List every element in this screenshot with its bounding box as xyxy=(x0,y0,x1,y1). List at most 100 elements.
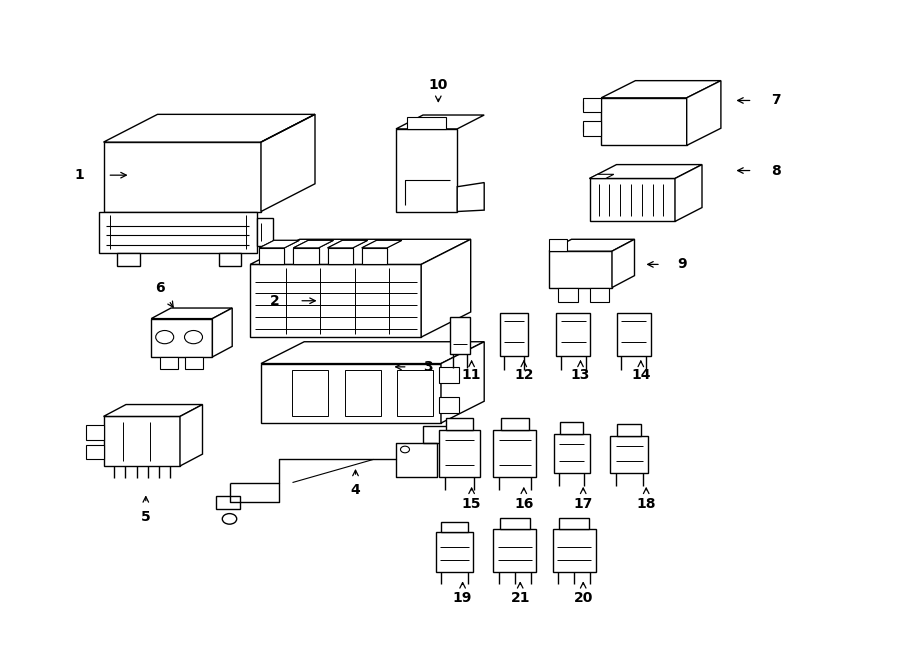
Polygon shape xyxy=(549,239,634,251)
Polygon shape xyxy=(151,319,212,357)
Polygon shape xyxy=(590,165,702,178)
Polygon shape xyxy=(117,253,140,266)
Text: 21: 21 xyxy=(510,591,530,605)
Polygon shape xyxy=(259,241,300,248)
Polygon shape xyxy=(396,129,457,212)
Polygon shape xyxy=(441,522,468,532)
Polygon shape xyxy=(583,121,601,136)
Text: 15: 15 xyxy=(462,496,482,511)
Polygon shape xyxy=(590,175,614,178)
Polygon shape xyxy=(293,241,334,248)
Text: 7: 7 xyxy=(771,93,780,108)
Polygon shape xyxy=(590,178,675,221)
Polygon shape xyxy=(500,418,529,430)
Polygon shape xyxy=(212,308,232,357)
Polygon shape xyxy=(256,218,273,246)
Polygon shape xyxy=(259,248,284,264)
Polygon shape xyxy=(151,308,232,319)
Polygon shape xyxy=(259,241,300,248)
Polygon shape xyxy=(616,424,642,436)
Polygon shape xyxy=(439,367,459,383)
Text: 17: 17 xyxy=(573,496,593,511)
Text: 2: 2 xyxy=(270,293,279,308)
Text: 4: 4 xyxy=(351,483,360,498)
Polygon shape xyxy=(250,264,421,337)
Polygon shape xyxy=(601,98,687,145)
Polygon shape xyxy=(500,313,528,356)
Polygon shape xyxy=(250,239,471,264)
Polygon shape xyxy=(558,288,578,302)
Polygon shape xyxy=(86,445,104,459)
Polygon shape xyxy=(616,313,651,356)
Text: 16: 16 xyxy=(514,496,534,511)
Polygon shape xyxy=(362,241,402,248)
Polygon shape xyxy=(259,248,284,264)
Polygon shape xyxy=(219,253,241,266)
Polygon shape xyxy=(457,182,484,212)
Text: 11: 11 xyxy=(462,368,482,383)
Polygon shape xyxy=(436,532,473,572)
Polygon shape xyxy=(441,342,484,423)
Polygon shape xyxy=(612,239,634,288)
Polygon shape xyxy=(500,518,530,529)
Text: 10: 10 xyxy=(428,77,448,92)
Polygon shape xyxy=(362,241,402,248)
Polygon shape xyxy=(104,142,261,212)
Polygon shape xyxy=(583,98,601,112)
Polygon shape xyxy=(293,248,319,264)
Polygon shape xyxy=(549,239,567,251)
Polygon shape xyxy=(261,114,315,212)
Polygon shape xyxy=(560,422,583,434)
Text: 9: 9 xyxy=(678,257,687,272)
Polygon shape xyxy=(292,370,328,416)
Polygon shape xyxy=(99,212,256,253)
Polygon shape xyxy=(293,241,334,248)
Polygon shape xyxy=(556,313,590,356)
Text: 6: 6 xyxy=(156,280,165,295)
Polygon shape xyxy=(261,342,484,364)
Text: 14: 14 xyxy=(631,368,651,383)
Text: 19: 19 xyxy=(453,591,472,605)
Polygon shape xyxy=(328,241,368,248)
Polygon shape xyxy=(180,405,202,466)
Text: 8: 8 xyxy=(771,163,780,178)
Polygon shape xyxy=(590,288,609,302)
Polygon shape xyxy=(345,370,381,416)
Polygon shape xyxy=(293,248,319,264)
Polygon shape xyxy=(675,165,702,221)
Polygon shape xyxy=(446,418,472,430)
Polygon shape xyxy=(423,426,450,443)
Polygon shape xyxy=(687,81,721,145)
Polygon shape xyxy=(104,114,315,142)
Polygon shape xyxy=(554,434,590,473)
Polygon shape xyxy=(450,317,470,354)
Text: 3: 3 xyxy=(423,360,432,374)
Polygon shape xyxy=(397,370,433,416)
Polygon shape xyxy=(493,430,536,477)
Polygon shape xyxy=(439,397,459,413)
Text: 20: 20 xyxy=(573,591,593,605)
Polygon shape xyxy=(610,436,648,473)
Polygon shape xyxy=(328,241,368,248)
Polygon shape xyxy=(160,357,178,369)
Polygon shape xyxy=(362,248,387,264)
Polygon shape xyxy=(104,405,202,416)
Polygon shape xyxy=(396,115,484,129)
Text: 12: 12 xyxy=(514,368,534,383)
Polygon shape xyxy=(407,117,446,129)
Polygon shape xyxy=(493,529,536,572)
Polygon shape xyxy=(328,248,353,264)
Polygon shape xyxy=(216,496,240,509)
Polygon shape xyxy=(104,416,180,466)
Polygon shape xyxy=(261,364,441,423)
Polygon shape xyxy=(553,529,596,572)
Polygon shape xyxy=(362,248,387,264)
Text: 18: 18 xyxy=(636,496,656,511)
Polygon shape xyxy=(328,248,353,264)
Polygon shape xyxy=(185,357,203,369)
Polygon shape xyxy=(601,81,721,98)
Polygon shape xyxy=(559,518,590,529)
Text: 5: 5 xyxy=(141,510,150,524)
Polygon shape xyxy=(421,239,471,337)
Polygon shape xyxy=(439,430,480,477)
